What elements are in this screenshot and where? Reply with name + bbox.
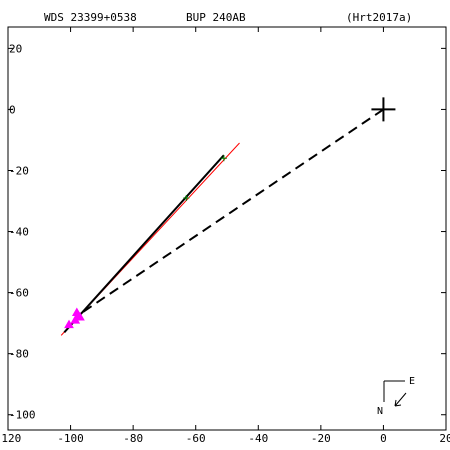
x-tick-label: -100 (57, 432, 84, 445)
wds-identifier: WDS 23399+0538 (44, 11, 137, 24)
primary-star-marker (371, 97, 396, 122)
compass-east-label: E (409, 376, 415, 387)
y-tick-label: -20 (9, 164, 29, 177)
y-tick-label: -100 (9, 409, 36, 422)
pair-designation: BUP 240AB (186, 11, 246, 24)
compass-north-label: N (377, 406, 383, 417)
y-tick-label: -40 (9, 226, 29, 239)
y-tick-label: -60 (9, 287, 29, 300)
observation-triangle (70, 315, 81, 324)
projection-line (79, 108, 384, 315)
x-tick-label: -40 (248, 432, 268, 445)
compass-indicator: E N (377, 376, 415, 417)
orbit-line (63, 154, 225, 333)
x-tick-label: 20 (439, 432, 450, 445)
compass-arrow-icon (394, 392, 407, 407)
y-tick-label: -80 (9, 348, 29, 361)
observation-triangle (71, 307, 82, 316)
plot-border (7, 26, 447, 431)
plot-frame (7, 26, 447, 431)
x-tick-label: -120 (0, 432, 21, 445)
y-axis: 20 0 -20 -40 -60 -80 -100 (8, 42, 446, 422)
observation-plus (220, 155, 227, 162)
compass-axes (383, 380, 405, 402)
x-axis: -120 -100 -80 -60 -40 -20 0 20 (0, 27, 450, 445)
data-lines (60, 97, 396, 336)
x-tick-label: -80 (123, 432, 143, 445)
x-tick-label: -20 (311, 432, 331, 445)
reference-code: (Hrt2017a) (346, 11, 412, 24)
y-tick-label: 0 (9, 103, 16, 116)
x-tick-label: 0 (380, 432, 387, 445)
y-tick-label: 20 (9, 42, 22, 55)
observation-plus (183, 194, 190, 201)
x-tick-label: -60 (186, 432, 206, 445)
observation-triangle (64, 319, 74, 329)
observation-marks (64, 155, 227, 329)
observation-triangle (75, 312, 85, 321)
